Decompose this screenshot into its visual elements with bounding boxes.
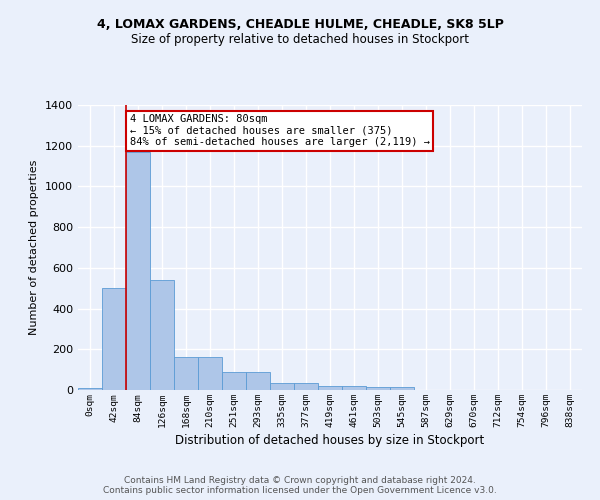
- Bar: [246, 372, 270, 390]
- Bar: [318, 386, 342, 390]
- Y-axis label: Number of detached properties: Number of detached properties: [29, 160, 40, 335]
- Bar: [222, 372, 246, 390]
- Bar: [294, 384, 318, 390]
- Bar: [102, 288, 126, 390]
- Bar: [150, 280, 174, 390]
- Bar: [342, 386, 366, 390]
- Text: 4, LOMAX GARDENS, CHEADLE HULME, CHEADLE, SK8 5LP: 4, LOMAX GARDENS, CHEADLE HULME, CHEADLE…: [97, 18, 503, 30]
- Text: Size of property relative to detached houses in Stockport: Size of property relative to detached ho…: [131, 32, 469, 46]
- Text: Contains HM Land Registry data © Crown copyright and database right 2024.
Contai: Contains HM Land Registry data © Crown c…: [103, 476, 497, 495]
- Bar: [390, 387, 414, 390]
- Bar: [126, 152, 150, 390]
- Text: 4 LOMAX GARDENS: 80sqm
← 15% of detached houses are smaller (375)
84% of semi-de: 4 LOMAX GARDENS: 80sqm ← 15% of detached…: [130, 114, 430, 148]
- Bar: [366, 387, 390, 390]
- Bar: [198, 358, 222, 390]
- X-axis label: Distribution of detached houses by size in Stockport: Distribution of detached houses by size …: [175, 434, 485, 447]
- Bar: [174, 358, 198, 390]
- Bar: [78, 388, 102, 390]
- Bar: [270, 384, 294, 390]
